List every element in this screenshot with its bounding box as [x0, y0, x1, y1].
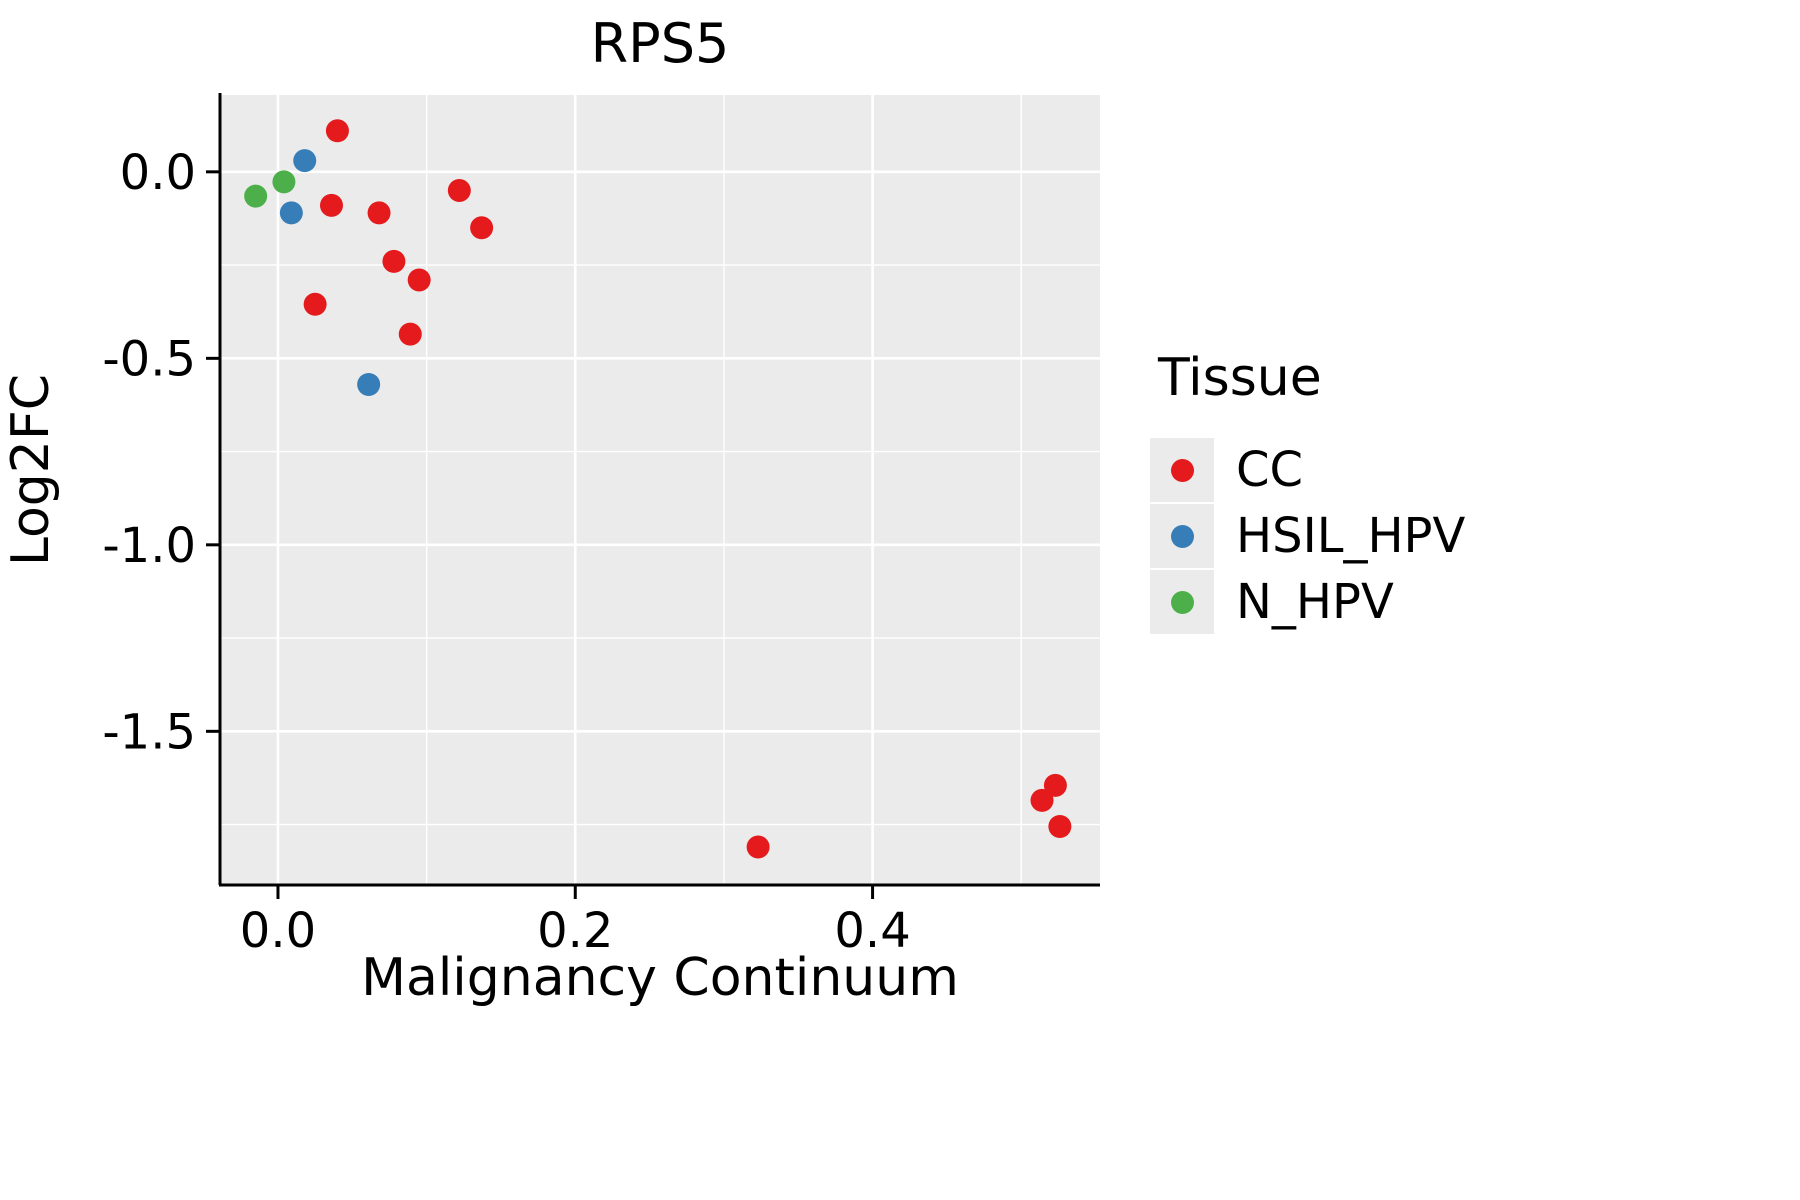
y-tick-label: -0.5: [102, 331, 196, 387]
data-point-CC: [382, 249, 406, 273]
legend-swatch-icon: [1170, 590, 1194, 614]
y-tick-label: -1.0: [102, 518, 196, 574]
chart-title: RPS5: [591, 12, 730, 75]
x-tick-label: 0.2: [537, 903, 613, 959]
plot-panel: 0.0 0.2 0.4 0.0 -0.5 -1.0 -1.5: [102, 93, 1100, 959]
legend-label: HSIL_HPV: [1236, 508, 1466, 564]
data-point-HSIL_HPV: [357, 372, 381, 396]
x-tick-label: 0.0: [240, 903, 316, 959]
legend-key: [1150, 438, 1214, 502]
x-tick-label: 0.4: [834, 903, 910, 959]
data-point-CC: [407, 268, 431, 292]
legend-label: CC: [1236, 442, 1304, 498]
y-axis-label: Log2FC: [1, 374, 61, 566]
legend-title: Tissue: [1158, 348, 1322, 408]
data-point-CC: [319, 193, 343, 217]
legend-items: CC HSIL_HPV N_HPV: [1150, 438, 1710, 634]
legend-key: [1150, 570, 1214, 634]
data-point-CC: [367, 201, 391, 225]
data-point-CC: [303, 292, 327, 316]
data-point-HSIL_HPV: [293, 149, 317, 173]
data-point-HSIL_HPV: [279, 201, 303, 225]
data-point-CC: [746, 835, 770, 859]
legend-item-CC: CC: [1150, 438, 1710, 502]
legend-label: N_HPV: [1236, 574, 1394, 630]
data-point-CC: [1043, 773, 1067, 797]
data-point-N_HPV: [272, 170, 296, 194]
legend-key: [1150, 504, 1214, 568]
data-point-CC: [470, 216, 494, 240]
data-point-CC: [447, 178, 471, 202]
y-tick-label: -1.5: [102, 704, 196, 760]
legend-item-N_HPV: N_HPV: [1150, 570, 1710, 634]
data-point-CC: [398, 322, 422, 346]
legend-item-HSIL_HPV: HSIL_HPV: [1150, 504, 1710, 568]
data-point-CC: [1030, 788, 1054, 812]
x-axis-label: Malignancy Continuum: [361, 948, 959, 1008]
y-tick-label: 0.0: [120, 145, 196, 201]
panel-background: [220, 95, 1100, 885]
legend-swatch-icon: [1170, 458, 1194, 482]
legend: Tissue CC HSIL_HPV N_HPV: [1150, 348, 1710, 636]
data-point-N_HPV: [244, 184, 268, 208]
legend-swatch-icon: [1170, 524, 1194, 548]
data-point-CC: [325, 119, 349, 143]
data-point-CC: [1048, 814, 1072, 838]
